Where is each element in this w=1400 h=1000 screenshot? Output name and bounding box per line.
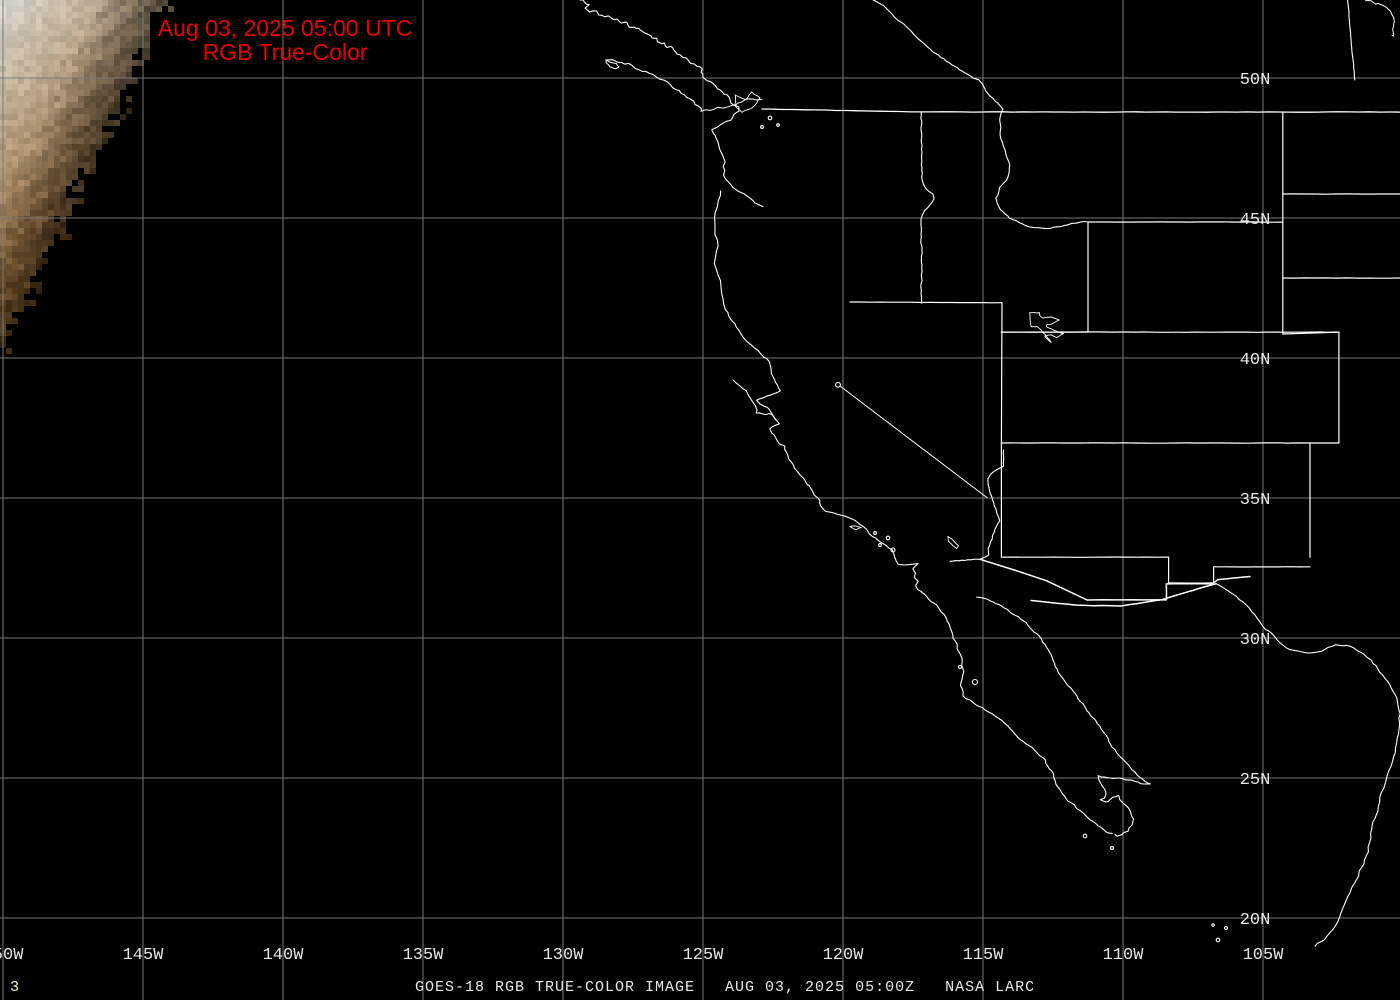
svg-text:110W: 110W: [1103, 946, 1145, 965]
svg-text:120W: 120W: [823, 946, 865, 965]
svg-text:130W: 130W: [543, 946, 585, 965]
svg-text:105W: 105W: [1243, 946, 1285, 965]
svg-text:20N: 20N: [1240, 911, 1271, 930]
svg-text:125W: 125W: [683, 946, 725, 965]
svg-text:30N: 30N: [1240, 631, 1271, 650]
svg-text:50N: 50N: [1240, 71, 1271, 90]
svg-text:35N: 35N: [1240, 491, 1271, 510]
svg-text:115W: 115W: [963, 946, 1005, 965]
svg-text:25N: 25N: [1240, 771, 1271, 790]
svg-text:145W: 145W: [123, 946, 165, 965]
svg-text:140W: 140W: [263, 946, 305, 965]
svg-text:150W: 150W: [0, 946, 24, 965]
svg-text:45N: 45N: [1240, 211, 1271, 230]
svg-text:40N: 40N: [1240, 351, 1271, 370]
svg-text:135W: 135W: [403, 946, 445, 965]
